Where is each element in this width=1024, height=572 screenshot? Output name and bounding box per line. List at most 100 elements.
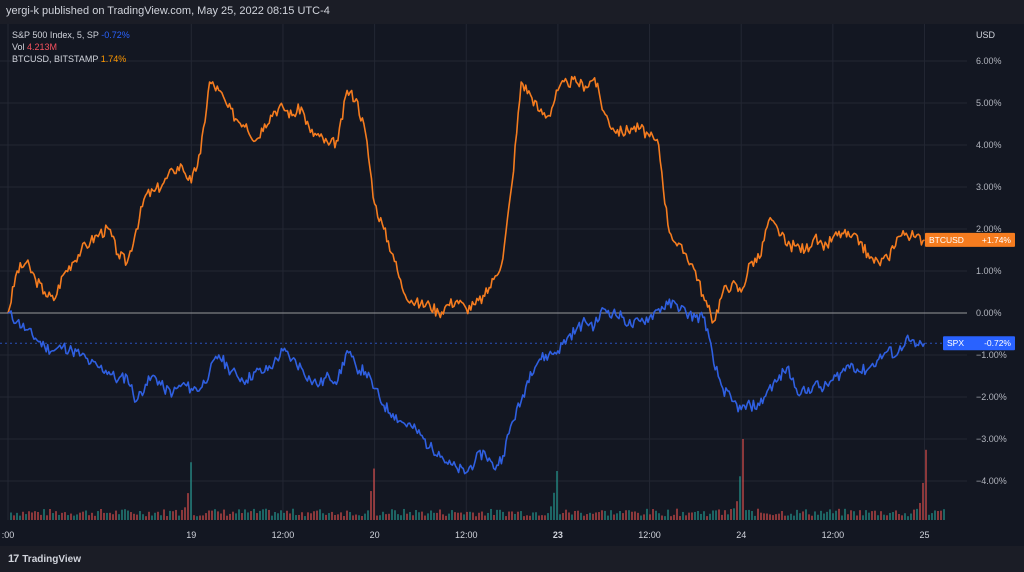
- volume-bar: [175, 509, 177, 520]
- volume-bar: [676, 508, 678, 520]
- x-tick-label: 12:00: [455, 530, 478, 540]
- x-tick-label: 12:00: [638, 530, 661, 540]
- volume-bar: [682, 511, 684, 520]
- volume-bar: [940, 510, 942, 520]
- volume-bar: [712, 510, 714, 520]
- volume-bar: [205, 513, 207, 520]
- volume-bar: [361, 516, 363, 520]
- volume-bar: [478, 512, 480, 520]
- volume-bar: [259, 510, 261, 520]
- volume-bar: [592, 513, 594, 520]
- volume-bar: [427, 513, 429, 520]
- y-tick-label: 0.00%: [976, 308, 1002, 318]
- volume-bar: [919, 502, 921, 520]
- tradingview-logo[interactable]: 17 TradingView: [8, 553, 81, 565]
- plot-area[interactable]: [0, 24, 967, 546]
- volume-bar: [922, 482, 924, 520]
- volume-bar: [148, 511, 150, 520]
- volume-bar: [571, 514, 573, 520]
- volume-bar: [409, 512, 411, 520]
- volume-bar: [535, 512, 537, 520]
- volume-bar: [916, 508, 918, 520]
- volume-bar: [319, 509, 321, 520]
- volume-bar: [520, 511, 522, 520]
- volume-bar: [358, 515, 360, 520]
- volume-bar: [430, 510, 432, 520]
- volume-bar: [463, 514, 465, 520]
- volume-bar: [856, 515, 858, 520]
- volume-bar: [451, 510, 453, 520]
- volume-bar: [793, 515, 795, 520]
- volume-bar: [586, 514, 588, 520]
- volume-bar: [286, 510, 288, 520]
- volume-bar: [496, 509, 498, 520]
- volume-bar: [709, 513, 711, 520]
- volume-bar: [37, 511, 39, 520]
- price-scale[interactable]: [967, 24, 1024, 546]
- y-tick-label: 2.00%: [976, 224, 1002, 234]
- volume-bar: [70, 513, 72, 520]
- volume-bar: [886, 515, 888, 520]
- volume-bar: [907, 516, 909, 520]
- volume-bar: [670, 516, 672, 520]
- volume-bar: [724, 510, 726, 520]
- volume-bar: [160, 515, 162, 520]
- volume-bar: [76, 514, 78, 520]
- volume-bar: [475, 516, 477, 520]
- volume-bar: [163, 509, 165, 520]
- zero-line-layer: [0, 312, 967, 344]
- volume-bar: [208, 510, 210, 520]
- chart-legend: S&P 500 Index, 5, SP -0.72% Vol 4.213M B…: [12, 29, 130, 65]
- volume-bar: [877, 515, 879, 520]
- volume-bar: [631, 511, 633, 520]
- x-tick-label: 24: [736, 530, 746, 540]
- volume-bar: [349, 512, 351, 520]
- x-tick-label: 19: [186, 530, 196, 540]
- volume-bar: [715, 510, 717, 520]
- volume-bar: [106, 512, 108, 520]
- tradingview-logo-icon: 17: [8, 553, 19, 565]
- y-tick-label: 3.00%: [976, 182, 1002, 192]
- legend-vol-row[interactable]: Vol 4.213M: [12, 41, 130, 53]
- volume-bar: [85, 510, 87, 520]
- volume-bar: [781, 511, 783, 520]
- volume-bar: [640, 515, 642, 520]
- volume-bar: [754, 515, 756, 520]
- volume-bar: [82, 511, 84, 520]
- volume-bar: [40, 514, 42, 520]
- volume-bar: [871, 511, 873, 520]
- volume-bar: [307, 512, 309, 520]
- legend-spx-value: -0.72%: [101, 30, 130, 40]
- volume-bar: [217, 511, 219, 520]
- volume-bar: [229, 513, 231, 520]
- volume-bar: [736, 501, 738, 520]
- volume-bar: [874, 510, 876, 520]
- volume-bar: [64, 512, 66, 520]
- volume-bar: [109, 512, 111, 520]
- legend-btc-row[interactable]: BTCUSD, BITSTAMP 1.74%: [12, 53, 130, 65]
- volume-bar: [253, 508, 255, 520]
- legend-spx-row[interactable]: S&P 500 Index, 5, SP -0.72%: [12, 29, 130, 41]
- volume-bar: [238, 509, 240, 520]
- volume-bar: [178, 515, 180, 520]
- volume-bar: [817, 514, 819, 520]
- volume-bar: [583, 515, 585, 520]
- volume-bar: [457, 512, 459, 520]
- volume-bar: [595, 512, 597, 520]
- volume-bar: [304, 516, 306, 520]
- volume-bar: [673, 514, 675, 520]
- volume-bar: [745, 510, 747, 520]
- volume-bar: [232, 511, 234, 520]
- volume-bar: [187, 493, 189, 520]
- volume-bar: [832, 513, 834, 520]
- y-tick-label: 6.00%: [976, 56, 1002, 66]
- volume-bar: [352, 515, 354, 520]
- volume-bar: [466, 511, 468, 520]
- volume-bar: [730, 509, 732, 520]
- volume-bar: [610, 510, 612, 520]
- volume-bar: [769, 514, 771, 520]
- volume-bar: [262, 509, 264, 520]
- btc-badge-bg: [925, 232, 1015, 247]
- volume-bar: [625, 510, 627, 520]
- volume-bar: [280, 510, 282, 520]
